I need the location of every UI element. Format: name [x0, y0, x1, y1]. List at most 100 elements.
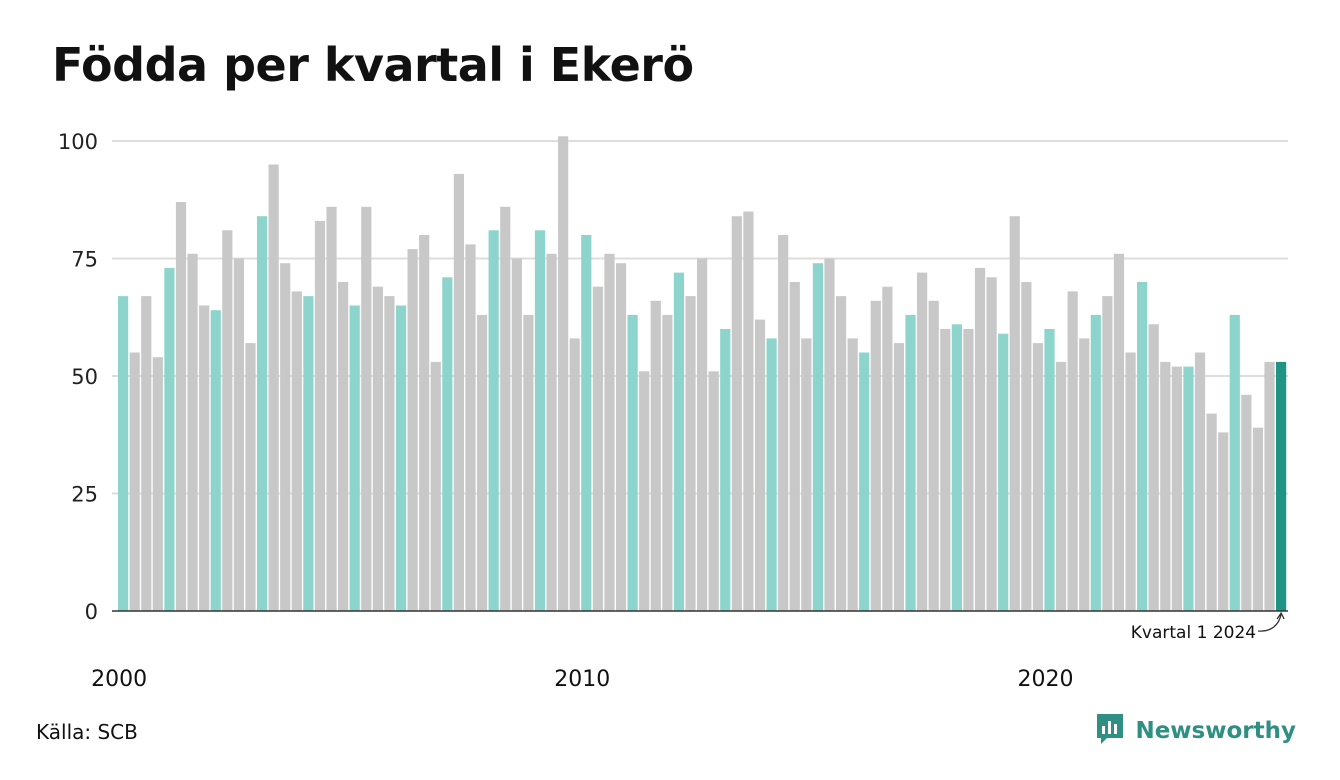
y-axis-ticks: 0 25 50 75 100 [58, 130, 98, 624]
bar [1067, 291, 1078, 611]
bar [303, 296, 314, 611]
bar [314, 220, 326, 611]
bar [1090, 314, 1101, 611]
bar [256, 216, 268, 611]
bar [940, 329, 951, 611]
bar [697, 258, 708, 611]
bar [511, 258, 522, 611]
bar [210, 310, 221, 611]
bar [175, 202, 187, 611]
bar [998, 333, 1009, 611]
bar [708, 371, 719, 611]
y-tick-label: 75 [71, 248, 98, 272]
bar [766, 338, 777, 611]
bar [928, 300, 939, 611]
bar [384, 296, 395, 611]
bar [1125, 352, 1136, 611]
bar [824, 258, 835, 611]
bar [419, 235, 430, 611]
bar [1183, 366, 1194, 611]
bar [1206, 413, 1217, 611]
bar [731, 216, 742, 611]
x-axis-ticks: 2000 2010 2020 [91, 667, 1073, 692]
y-tick-label: 100 [58, 130, 98, 154]
bar [152, 357, 163, 611]
bar [1160, 361, 1171, 611]
bar [338, 282, 349, 611]
bar [743, 211, 754, 611]
bar [222, 230, 233, 612]
bar [639, 371, 650, 611]
bar [1113, 253, 1125, 612]
bar [291, 291, 302, 611]
bar [326, 206, 337, 612]
bar [1218, 432, 1229, 611]
bar [1148, 324, 1159, 611]
annotation-arrow [1258, 611, 1285, 632]
bar [430, 361, 441, 611]
bar [1102, 296, 1113, 611]
bar [476, 314, 488, 611]
bar [1252, 427, 1264, 611]
bar [1032, 343, 1044, 611]
source-note: Källa: SCB [36, 720, 138, 744]
bar [917, 272, 928, 611]
bars [118, 136, 1287, 612]
bar [118, 296, 129, 611]
bar [1079, 338, 1090, 611]
bar [233, 258, 244, 611]
bar [893, 343, 905, 611]
bar [951, 324, 962, 611]
bar [754, 319, 766, 611]
bar [407, 249, 418, 611]
bar [974, 267, 986, 611]
bar [164, 267, 175, 611]
bar [720, 329, 731, 611]
bar [442, 277, 453, 611]
x-tick-label: 2010 [554, 667, 610, 692]
bar [1044, 329, 1055, 611]
bar [673, 272, 685, 611]
bar [604, 253, 615, 612]
bar [187, 253, 198, 612]
bar [859, 352, 870, 611]
bar [453, 173, 465, 611]
bar [534, 230, 546, 612]
bar [141, 296, 152, 611]
bar [1137, 282, 1148, 611]
bar [268, 164, 279, 611]
bar [372, 286, 383, 611]
bar [488, 230, 499, 612]
bar [245, 343, 256, 611]
y-tick-label: 25 [71, 483, 98, 507]
bar [280, 263, 291, 611]
bar [581, 235, 592, 611]
bar [465, 244, 476, 611]
newsworthy-icon [1095, 712, 1125, 750]
bar [361, 206, 372, 612]
bar [1276, 361, 1287, 611]
bar [986, 277, 997, 611]
bar [778, 235, 789, 611]
bar [1229, 314, 1240, 611]
bar [1171, 366, 1182, 611]
bar [650, 300, 661, 611]
bar [627, 314, 638, 611]
bar [789, 282, 800, 611]
bar [685, 296, 696, 611]
bar [395, 305, 407, 611]
bar [847, 338, 858, 611]
bar [1009, 216, 1020, 611]
bar [801, 338, 812, 611]
annotation: Kvartal 1 2024 [1131, 611, 1285, 643]
bar [558, 136, 569, 612]
chart-title: Födda per kvartal i Ekerö [52, 38, 694, 92]
bar [812, 263, 823, 611]
bar [592, 286, 603, 611]
bar [349, 305, 360, 611]
bar [1055, 361, 1067, 611]
annotation-label: Kvartal 1 2024 [1131, 623, 1256, 643]
bar [1264, 361, 1275, 611]
x-tick-label: 2020 [1018, 667, 1074, 692]
